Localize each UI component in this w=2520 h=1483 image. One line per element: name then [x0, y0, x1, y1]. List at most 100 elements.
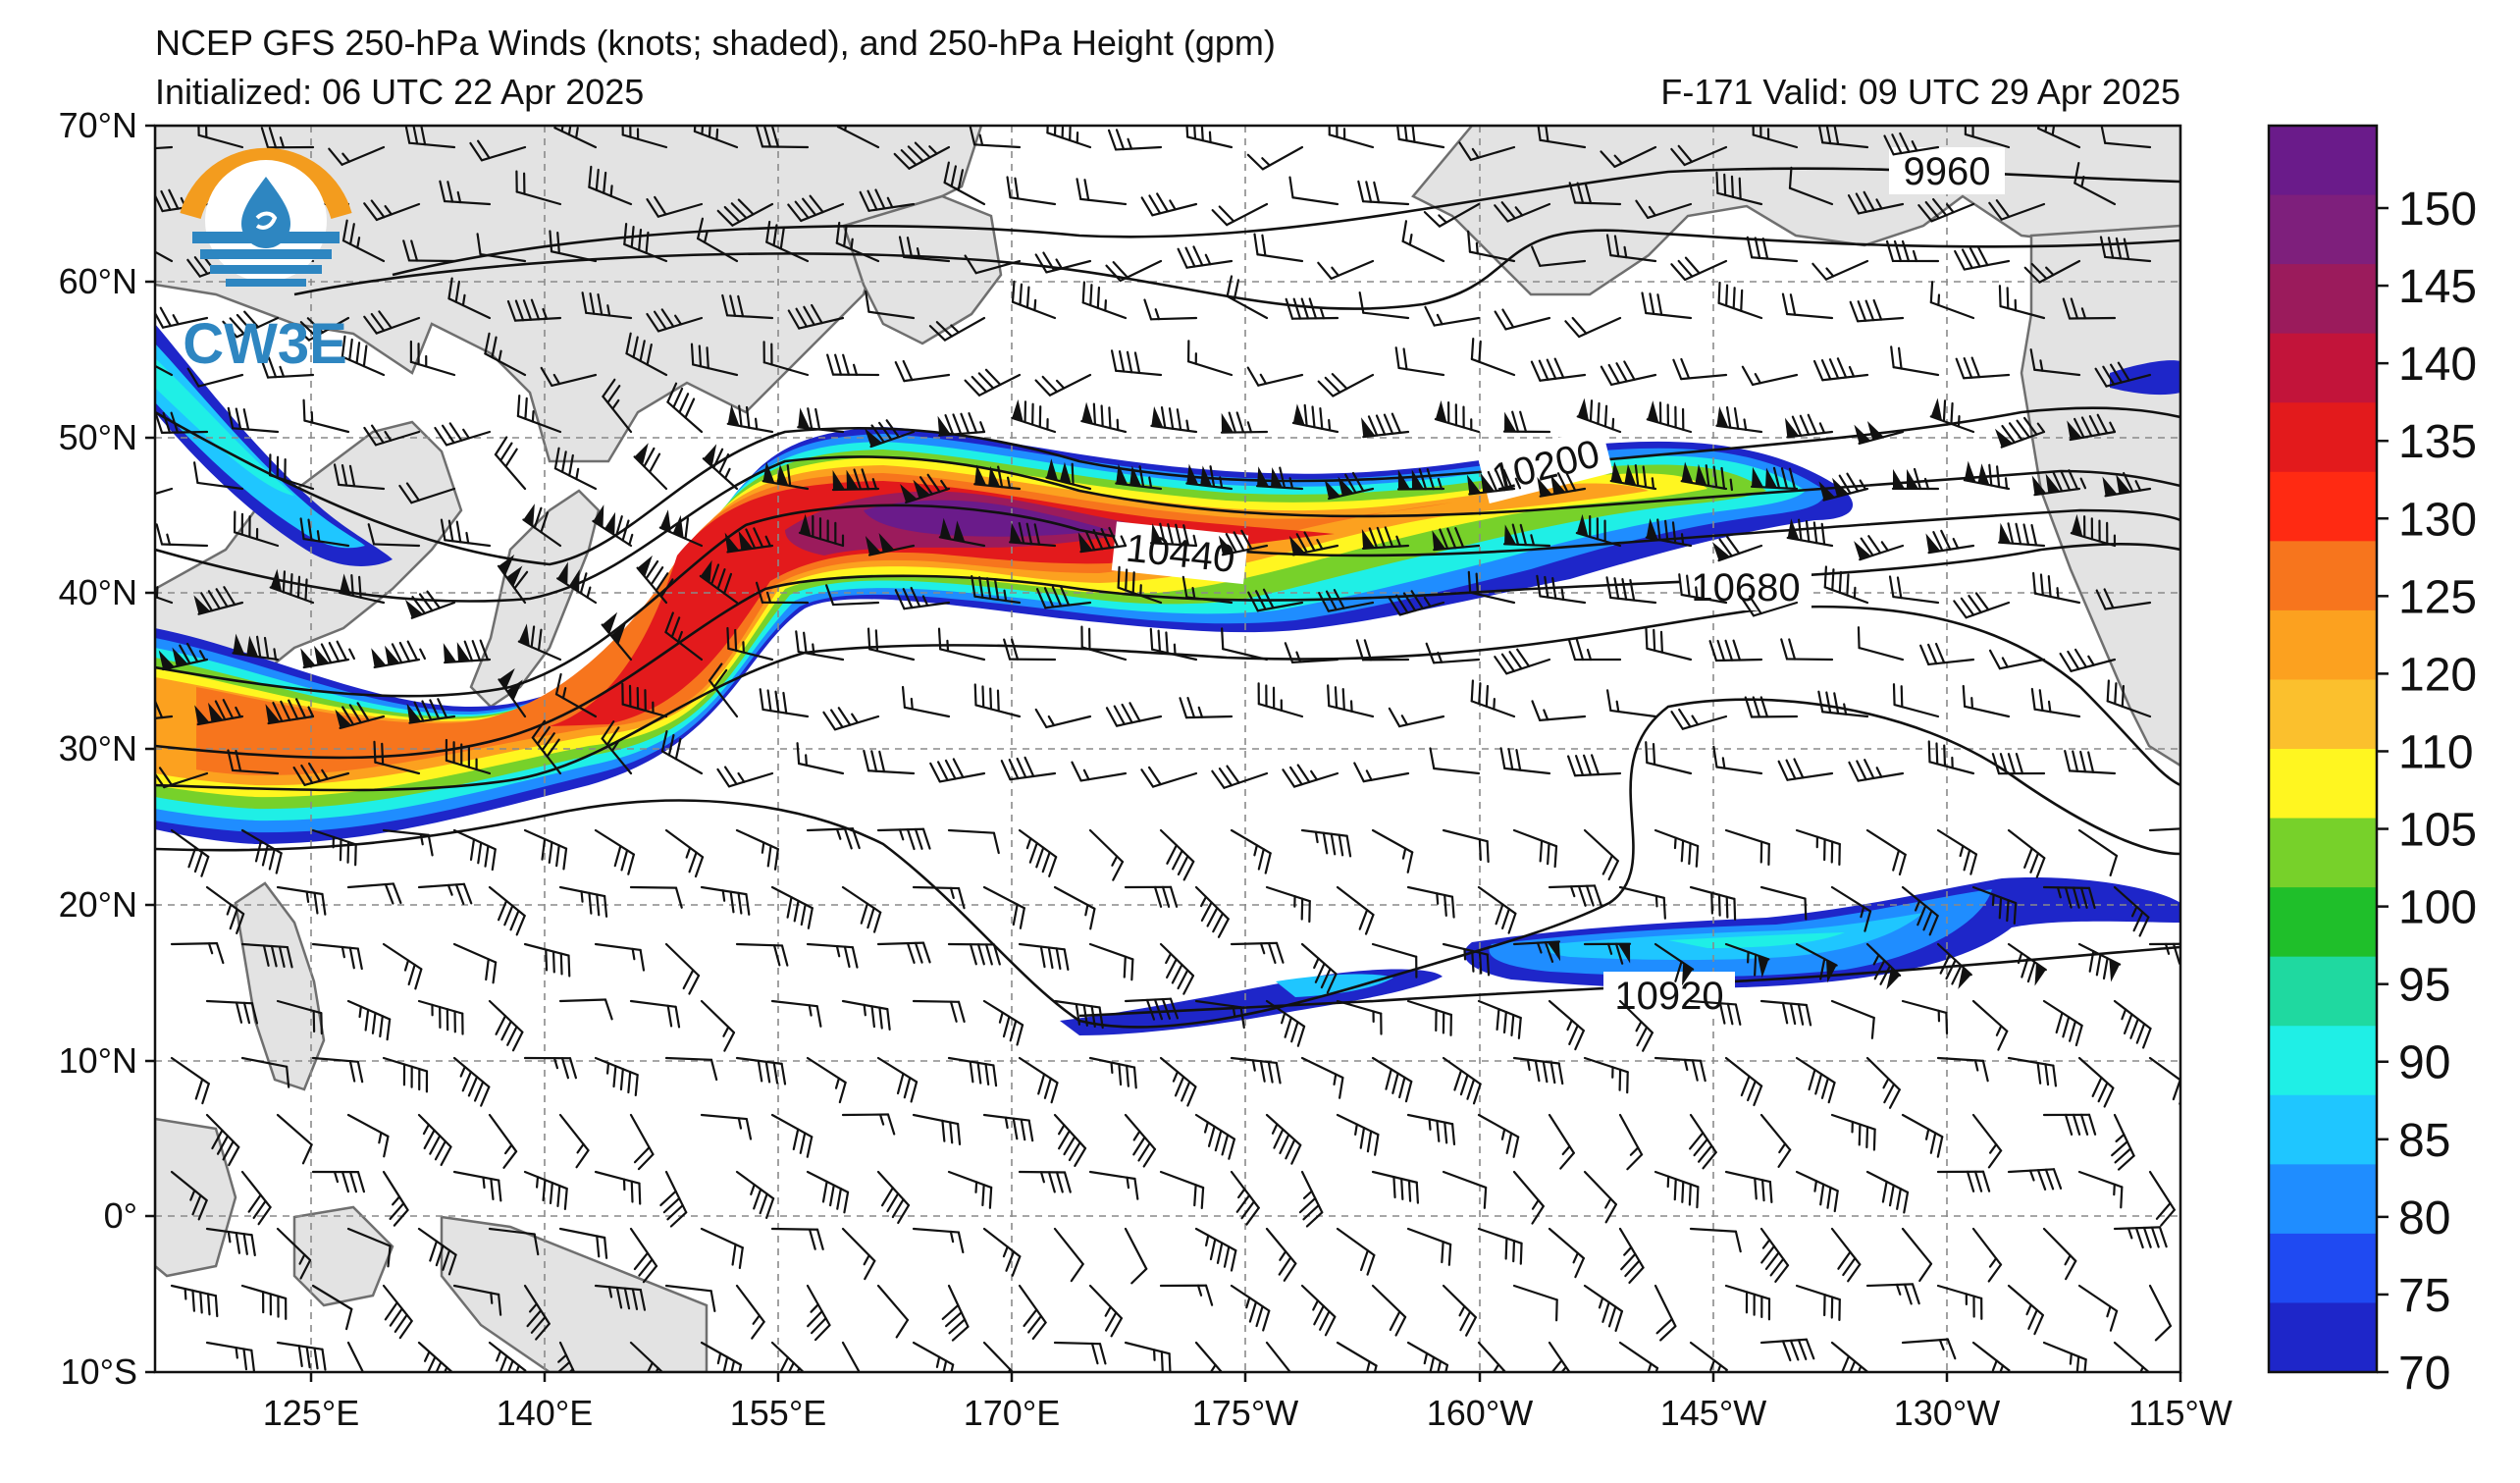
wind-barb: [311, 1056, 364, 1084]
wind-barb: [1288, 531, 1339, 556]
wind-barb: [498, 667, 527, 718]
wind-barb: [558, 885, 608, 918]
wind-barb: [1088, 1056, 1137, 1089]
wind-barb: [982, 999, 1024, 1046]
wind-barb: [1548, 884, 1602, 907]
wind-barb: [1011, 398, 1057, 434]
wind-barb: [523, 1284, 551, 1341]
wind-barb: [1011, 280, 1057, 320]
wind-barb: [1149, 522, 1198, 548]
colorbar-swatch: [2269, 679, 2377, 750]
wind-barb: [2099, 236, 2152, 263]
wind-barb: [646, 195, 704, 218]
wind-barb: [787, 194, 845, 223]
wind-barb: [382, 942, 423, 990]
wind-barb: [440, 518, 492, 548]
wind-barb: [1885, 239, 1940, 263]
wind-barb: [2067, 413, 2117, 442]
wind-barb: [205, 885, 245, 934]
wind-barb: [947, 1170, 993, 1209]
wind-barb: [664, 1056, 718, 1082]
colorbar-swatch: [2269, 1302, 2377, 1373]
wind-barb: [1901, 999, 1949, 1034]
wind-barb: [1865, 828, 1907, 876]
wind-barb: [1265, 1227, 1297, 1282]
wind-barb: [1646, 400, 1693, 434]
wind-barb: [1181, 575, 1234, 605]
wind-barb: [2059, 648, 2117, 672]
contour-10560: [155, 542, 2180, 760]
wind-barb: [402, 239, 456, 263]
contour-10680: [155, 605, 2180, 792]
wind-barb: [1105, 259, 1163, 283]
colorbar-swatch: [2269, 541, 2377, 611]
wind-barb: [601, 720, 633, 775]
wind-barb: [445, 738, 492, 775]
land-borneo: [155, 1117, 237, 1278]
wind-barb: [726, 626, 774, 662]
wind-barb: [1991, 752, 2046, 775]
jet-north-90kt: [155, 358, 294, 496]
wind-barb: [1901, 885, 1939, 936]
wind-barb: [1654, 828, 1700, 868]
wind-barb: [1336, 1113, 1380, 1156]
wind-barb: [1618, 1227, 1645, 1285]
wind-barb: [1361, 526, 1410, 550]
wind-barb: [1680, 461, 1734, 492]
wind-barb: [765, 220, 810, 263]
wind-barb: [205, 999, 259, 1025]
wind-barb: [836, 126, 880, 149]
land-new-guinea: [440, 1215, 709, 1372]
colorbar-swatch: [2269, 194, 2377, 265]
colorbar-tick-label: 145: [2398, 261, 2477, 313]
wind-barb: [1327, 684, 1375, 718]
wind-barb: [311, 828, 357, 867]
wind-barb: [1759, 999, 1812, 1027]
wind-barb: [205, 1113, 240, 1167]
wind-barb: [341, 219, 386, 263]
wind-barb: [1247, 588, 1304, 612]
wind-barb: [1998, 522, 2046, 548]
wind-barb: [1998, 285, 2046, 320]
wind-barb: [594, 1170, 642, 1205]
wind-barb: [876, 941, 931, 964]
wind-barb: [1149, 627, 1198, 662]
wind-barb: [1336, 999, 1383, 1035]
wind-barb: [553, 126, 598, 149]
wind-barb: [1434, 399, 1481, 434]
wind-barb: [1919, 642, 1975, 666]
wind-barb: [346, 999, 392, 1041]
wind-barb: [240, 1056, 290, 1088]
wind-barb: [240, 1170, 272, 1226]
wind-barb: [865, 533, 916, 556]
wind-barb: [1857, 626, 1905, 662]
wind-barb: [417, 999, 464, 1035]
wind-barb: [594, 1056, 639, 1097]
wind-barb: [1000, 756, 1057, 781]
wind-barb: [1150, 406, 1198, 434]
wind-barb: [373, 740, 421, 775]
wind-barb: [1406, 885, 1455, 919]
wind-barb: [417, 1227, 457, 1276]
contour-label-10920: 10920: [1614, 975, 1723, 1018]
colorbar-tick-label: 100: [2398, 882, 2477, 934]
wind-barb: [417, 1341, 454, 1372]
wind-barb: [1353, 762, 1410, 783]
wind-barb: [311, 1284, 353, 1331]
wind-barb: [898, 236, 951, 263]
colorbar-swatch: [2269, 1026, 2377, 1096]
wind-barb: [1388, 590, 1445, 616]
logo-text: CW3E: [183, 312, 347, 376]
wind-barb: [1654, 942, 1695, 986]
wind-barb: [155, 487, 174, 496]
lon-label: 145°W: [1660, 1393, 1766, 1433]
wind-barb: [1226, 275, 1269, 320]
wind-barb: [540, 366, 598, 388]
wind-barb: [1576, 397, 1622, 434]
wind-barb: [1689, 1227, 1742, 1253]
wind-barb: [2074, 161, 2117, 206]
wind-barb: [964, 254, 1022, 275]
wind-barb: [276, 885, 327, 916]
wind-barb: [893, 141, 951, 170]
